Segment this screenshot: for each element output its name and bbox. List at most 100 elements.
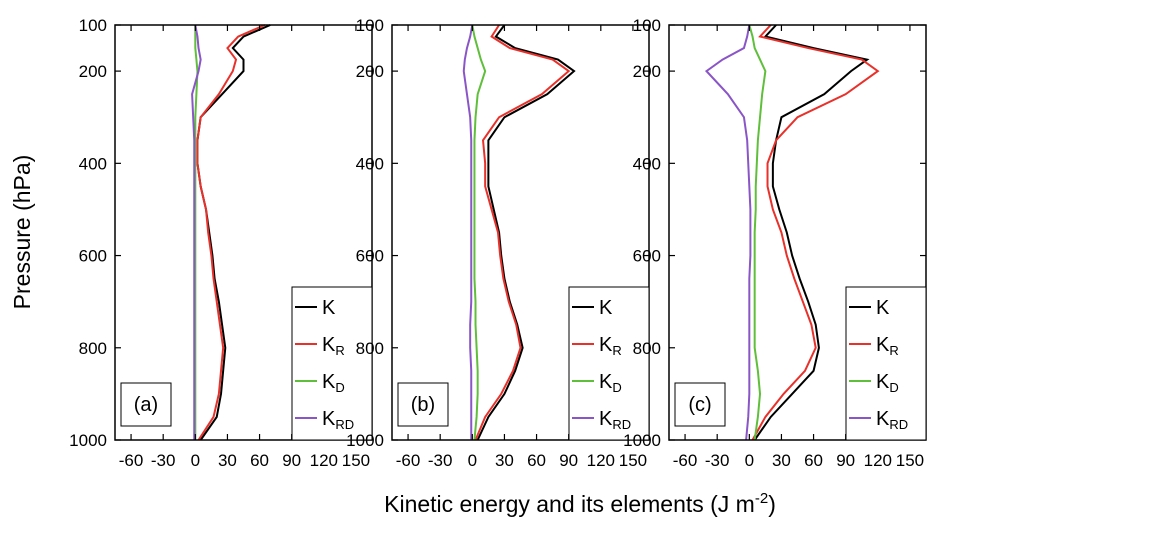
plot-frame xyxy=(668,24,927,441)
x-tick-label: 0 xyxy=(745,451,754,470)
legend-label-sub: RD xyxy=(612,417,631,432)
y-tick-label: 1000 xyxy=(69,431,107,450)
legend-label-sub: RD xyxy=(889,417,908,432)
y-tick-label: 600 xyxy=(633,247,661,266)
line-series xyxy=(196,24,266,441)
legend-label-sub: R xyxy=(612,343,621,358)
x-tick-label: 120 xyxy=(864,451,892,470)
legend-label: KRD xyxy=(322,408,354,432)
panel-label: (a) xyxy=(134,394,158,416)
y-tick-label: 600 xyxy=(356,247,384,266)
x-tick-label: 120 xyxy=(310,451,338,470)
y-tick-label: 400 xyxy=(356,154,384,173)
x-axis-label-text: Kinetic energy and its elements (J m xyxy=(384,491,755,517)
legend-label-sub: R xyxy=(335,343,344,358)
x-tick-label: 60 xyxy=(527,451,546,470)
legend-label: KRD xyxy=(876,408,908,432)
legend-label: K xyxy=(322,297,336,319)
x-tick-label: -30 xyxy=(151,451,176,470)
y-axis-label: Pressure (hPa) xyxy=(9,155,35,310)
legend-label: KD xyxy=(876,371,899,395)
line-series xyxy=(194,25,199,440)
legend-label-sub: D xyxy=(335,380,344,395)
y-tick-label: 200 xyxy=(356,62,384,81)
x-tick-label: 0 xyxy=(191,451,200,470)
legend-label: KR xyxy=(599,334,622,358)
y-tick-label: 100 xyxy=(356,16,384,35)
panel-label-box xyxy=(674,382,726,427)
legend-label-sub: D xyxy=(889,380,898,395)
y-tick-label: 1000 xyxy=(623,431,661,450)
x-tick-label: 90 xyxy=(559,451,578,470)
legend-box xyxy=(291,286,373,441)
line-series xyxy=(471,24,487,441)
x-tick-label: 30 xyxy=(495,451,514,470)
y-tick-label: 800 xyxy=(79,339,107,358)
legend-label: KR xyxy=(322,334,345,358)
legend-label-main: K xyxy=(876,408,890,430)
line-series xyxy=(704,24,752,441)
legend-label: KD xyxy=(322,371,345,395)
panel-label: (b) xyxy=(411,394,435,416)
line-series xyxy=(476,24,576,441)
legend-label: KR xyxy=(876,334,899,358)
x-tick-label: -30 xyxy=(428,451,453,470)
y-tick-label: 400 xyxy=(79,154,107,173)
x-tick-label: 30 xyxy=(772,451,791,470)
y-tick-label: 600 xyxy=(79,247,107,266)
legend-label-main: K xyxy=(876,334,890,356)
x-tick-label: 60 xyxy=(250,451,269,470)
plot-frame xyxy=(114,24,373,441)
legend-label-main: K xyxy=(876,297,890,319)
y-tick-label: 1000 xyxy=(346,431,384,450)
panel-label-box xyxy=(397,382,449,427)
panel-label-box xyxy=(120,382,172,427)
legend-label-main: K xyxy=(876,371,890,393)
x-tick-label: 90 xyxy=(282,451,301,470)
x-axis-label-end: ) xyxy=(768,491,776,517)
legend-box xyxy=(845,286,927,441)
legend-label-sub: RD xyxy=(335,417,354,432)
y-tick-label: 800 xyxy=(633,339,661,358)
plot-frame xyxy=(391,24,650,441)
y-tick-label: 100 xyxy=(79,16,107,35)
legend-label: K xyxy=(876,297,890,319)
x-tick-label: 0 xyxy=(468,451,477,470)
legend-label-sub: R xyxy=(889,343,898,358)
x-tick-label: -60 xyxy=(396,451,421,470)
legend-label-sub: D xyxy=(612,380,621,395)
legend-label: K xyxy=(599,297,613,319)
line-series xyxy=(753,24,870,441)
legend-box xyxy=(568,286,650,441)
y-tick-label: 200 xyxy=(633,62,661,81)
x-tick-label: 120 xyxy=(587,451,615,470)
x-tick-label: 150 xyxy=(342,451,370,470)
legend-label-main: K xyxy=(322,334,336,356)
panel-label: (c) xyxy=(688,394,711,416)
x-tick-label: 60 xyxy=(804,451,823,470)
line-series xyxy=(751,24,880,441)
legend-label-main: K xyxy=(599,297,613,319)
legend-label-main: K xyxy=(322,297,336,319)
x-tick-label: 150 xyxy=(619,451,647,470)
x-axis-label: Kinetic energy and its elements (J m-2) xyxy=(384,490,776,517)
y-tick-label: 200 xyxy=(79,62,107,81)
x-axis-label-sup: -2 xyxy=(755,490,768,507)
line-series xyxy=(474,24,571,441)
legend-label-main: K xyxy=(599,334,613,356)
line-series xyxy=(462,24,474,440)
line-series xyxy=(191,24,202,440)
x-tick-label: 150 xyxy=(896,451,924,470)
y-tick-label: 400 xyxy=(633,154,661,173)
y-tick-label: 800 xyxy=(356,339,384,358)
legend-label-main: K xyxy=(599,371,613,393)
x-tick-label: 30 xyxy=(218,451,237,470)
legend-label: KD xyxy=(599,371,622,395)
legend-label-main: K xyxy=(322,408,336,430)
x-tick-label: -30 xyxy=(705,451,730,470)
legend-label-main: K xyxy=(322,371,336,393)
y-tick-label: 100 xyxy=(633,16,661,35)
x-tick-label: -60 xyxy=(673,451,698,470)
x-tick-label: -60 xyxy=(119,451,144,470)
